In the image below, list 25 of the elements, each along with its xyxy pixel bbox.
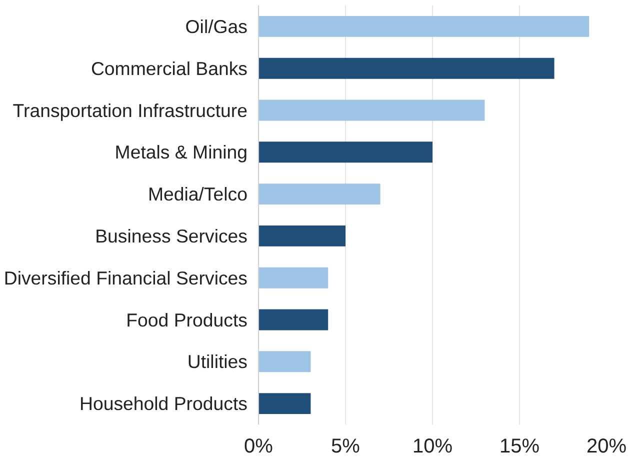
y-tick-label: Diversified Financial Services (4, 267, 248, 288)
y-tick-label: Food Products (126, 309, 248, 330)
x-tick-label: 15% (499, 436, 540, 458)
y-tick-label: Business Services (95, 225, 248, 246)
y-tick-label: Commercial Banks (90, 58, 248, 79)
bar (258, 184, 380, 205)
bar (258, 393, 311, 414)
x-tick-label: 0% (244, 436, 274, 458)
y-tick-label: Utilities (187, 351, 248, 372)
bar (258, 309, 328, 330)
y-tick-label: Media/Telco (148, 184, 248, 205)
bar (258, 100, 485, 121)
y-tick-label: Household Products (79, 393, 248, 414)
y-tick-label: Oil/Gas (185, 16, 248, 37)
bar (258, 142, 432, 163)
bar (258, 58, 554, 79)
y-tick-label: Metals & Mining (114, 142, 248, 163)
bar (258, 225, 346, 246)
bar (258, 267, 328, 288)
x-tick-label: 10% (412, 436, 453, 458)
x-tick-label: 20% (586, 436, 627, 458)
bar (258, 16, 590, 37)
x-tick-label: 5% (331, 436, 360, 458)
y-tick-label: Transportation Infrastructure (12, 100, 248, 121)
bar (258, 351, 311, 372)
